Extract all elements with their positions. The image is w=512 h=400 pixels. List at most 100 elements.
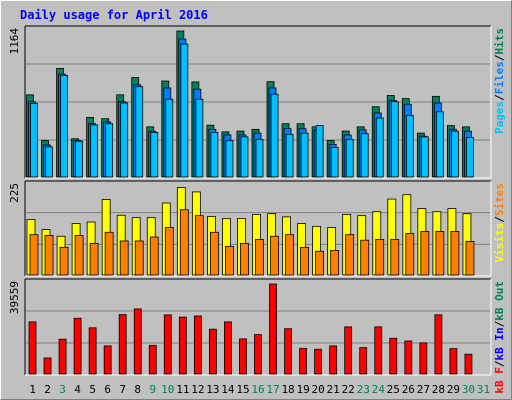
x-label-day: 11 [176,383,189,396]
y-max-label-top: 1164 [8,28,21,55]
bar-pages [105,123,114,178]
bar-sites [465,240,475,276]
bar-kb-f [254,334,262,375]
bar-pages [45,146,53,178]
legend-entry: kB In [493,327,506,360]
bar-kb-f [419,342,428,375]
bar-pages [315,125,324,178]
bar-sites [360,239,370,276]
bar-pages [30,103,38,178]
x-label-day: 30 [462,383,475,396]
bar-pages [405,115,414,178]
bar-kb-f [224,321,232,375]
bar-kb-f [389,337,398,375]
bar-kb-f [284,328,292,375]
x-axis-labels: 1 2 3 4 5 6 7 8 9 10 11 12 13 14 15 16 17 18 19 20 21 22 23 24 2… [29,383,490,396]
x-label-day: 3 [59,383,66,396]
bar-pages [270,93,279,178]
bar-sites [209,231,219,276]
bar-kb-f [299,347,307,375]
legend-entry: / [493,216,506,223]
x-label-day: 5 [89,383,96,396]
x-label-day: 17 [266,383,279,396]
bar-sites [89,242,99,276]
bar-sites [345,234,355,276]
bar-sites [450,231,460,276]
bar-sites [29,234,39,276]
x-label-day: 1 [29,383,36,396]
x-label-day: 15 [236,383,249,396]
legend-middle: Visits/Sites [493,183,506,263]
bar-sites [315,250,325,276]
x-label-day: 2 [44,383,51,396]
bar-pages [255,138,264,178]
legend-bottom: kB F/kB In/kB Out [493,281,506,394]
bar-pages [240,136,249,178]
bar-sites [149,236,159,276]
bar-pages [300,132,309,178]
bar-kb-f [449,348,458,375]
bar-sites [164,227,174,276]
x-label-day: 10 [161,383,174,396]
bar-sites [59,246,69,276]
bar-sites [225,246,234,276]
bar-kb-f [133,308,142,375]
legend-entry: / [493,320,506,327]
bar-kb-f [178,316,187,375]
x-label-day: 27 [417,383,430,396]
chart-panels: 1164Pages/Files/Hits225Visits/Sites39559… [8,25,506,394]
x-label-day: 8 [134,383,141,396]
legend-entry: / [493,54,506,61]
bar-kb-f [404,340,413,375]
legend-entry: Files [493,61,506,94]
bar-pages [150,132,159,178]
bar-pages [390,101,399,178]
bar-sites [255,238,264,276]
bar-pages [451,130,459,178]
bar-pages [180,43,189,178]
bar-sites [194,215,204,276]
x-label-day: 13 [206,383,219,396]
legend-entry: kB F [493,367,506,394]
bar-pages [375,117,384,178]
bar-sites [104,231,114,276]
bar-sites [134,240,144,276]
x-label-day: 21 [327,383,340,396]
bar-kb-f [148,344,157,375]
bar-pages [225,140,234,178]
bar-pages [135,86,144,178]
bar-pages [75,140,83,178]
legend-entry: kB Out [493,281,506,321]
bar-kb-f [28,321,37,375]
bar-kb-f [374,326,383,375]
x-label-day: 24 [372,383,386,396]
x-label-day: 7 [119,383,126,396]
bar-kb-f [208,328,217,375]
bar-pages [210,132,219,178]
bar-sites [74,235,84,276]
bar-sites [270,235,279,276]
bar-sites [405,233,415,276]
bar-kb-f [464,353,473,375]
bar-pages [195,98,204,178]
x-label-day: 18 [281,383,294,396]
bar-sites [285,234,294,276]
bar-kb-f [193,315,202,375]
x-label-day: 9 [149,383,156,396]
y-max-label-middle: 225 [8,183,21,203]
bar-sites [179,209,189,276]
bar-pages [345,138,354,178]
bar-kb-f [239,338,247,375]
x-label-day: 25 [387,383,400,396]
x-label-day: 22 [342,383,355,396]
bar-sites [300,246,309,276]
legend-entry: Sites [493,183,506,216]
bar-sites [420,231,430,276]
bar-pages [60,75,68,178]
x-label-day: 23 [357,383,370,396]
bar-sites [44,235,54,276]
